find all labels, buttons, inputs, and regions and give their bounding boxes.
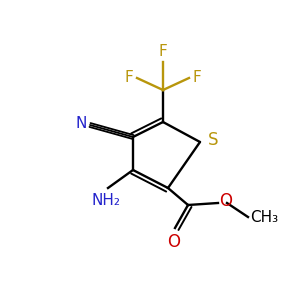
Text: CH₃: CH₃ (250, 209, 278, 224)
Text: N: N (76, 116, 87, 130)
Text: S: S (208, 131, 218, 149)
Text: F: F (193, 70, 202, 86)
Text: NH₂: NH₂ (92, 193, 121, 208)
Text: F: F (124, 70, 133, 86)
Text: F: F (159, 44, 167, 59)
Text: O: O (167, 233, 181, 251)
Text: O: O (219, 192, 232, 210)
